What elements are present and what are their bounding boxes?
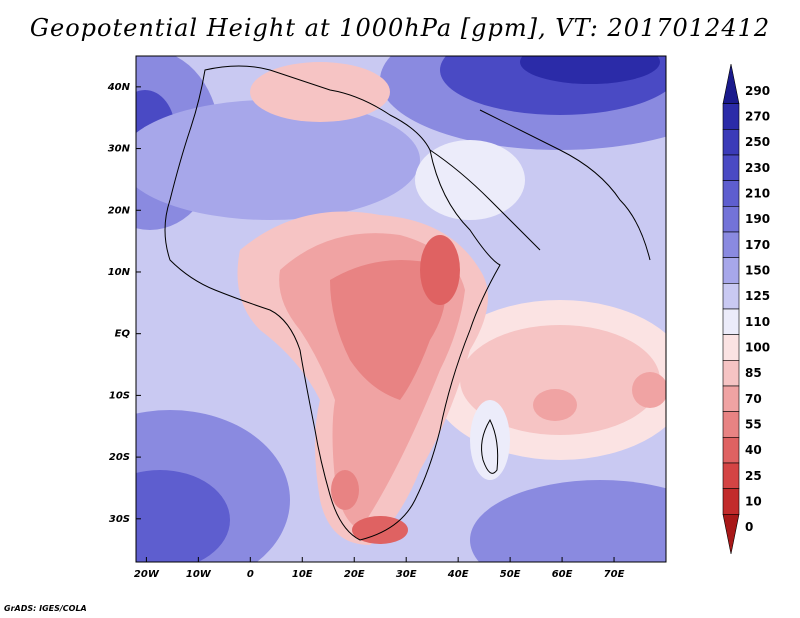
colorbar-label: 150 bbox=[745, 264, 770, 278]
lon-label: 10E bbox=[292, 569, 313, 580]
colorbar-label: 290 bbox=[745, 84, 770, 98]
colorbar-label: 250 bbox=[745, 135, 770, 149]
colorbar-label: 270 bbox=[745, 110, 770, 124]
colorbar-swatch bbox=[722, 231, 740, 258]
colorbar-swatch bbox=[722, 462, 740, 489]
colorbar-swatch bbox=[722, 154, 740, 181]
colorbar-swatch bbox=[722, 334, 740, 361]
colorbar-swatch bbox=[722, 385, 740, 412]
colorbar-swatch bbox=[722, 514, 740, 555]
lat-label: 20S bbox=[109, 452, 130, 463]
colorbar-label: 10 bbox=[745, 495, 762, 509]
lat-label: EQ bbox=[115, 329, 131, 340]
map-title: Geopotential Height at 1000hPa [gpm], VT… bbox=[29, 14, 771, 42]
lon-label: 20W bbox=[134, 569, 160, 580]
lat-label: 30N bbox=[108, 144, 131, 155]
colorbar-label: 25 bbox=[745, 469, 762, 483]
lat-label: 40N bbox=[107, 82, 131, 93]
colorbar-swatch bbox=[722, 411, 740, 438]
colorbar-swatch bbox=[722, 283, 740, 310]
colorbar-swatch bbox=[722, 257, 740, 284]
colorbar-label: 55 bbox=[745, 418, 762, 432]
lat-label: 10N bbox=[108, 267, 131, 278]
colorbar: 2902702502302101901701501251101008570554… bbox=[722, 63, 770, 555]
lat-label: 10S bbox=[109, 390, 130, 401]
lat-label: 20N bbox=[108, 205, 131, 216]
colorbar-swatch bbox=[722, 437, 740, 464]
colorbar-label: 110 bbox=[745, 315, 770, 329]
colorbar-swatch bbox=[722, 308, 740, 335]
colorbar-swatch bbox=[722, 129, 740, 156]
colorbar-label: 40 bbox=[745, 443, 762, 457]
coastlines bbox=[164, 65, 651, 541]
colorbar-label: 210 bbox=[745, 187, 770, 201]
lon-label: 40E bbox=[447, 569, 469, 580]
lon-label: 70E bbox=[604, 569, 625, 580]
colorbar-swatch bbox=[722, 488, 740, 515]
colorbar-label: 0 bbox=[745, 520, 753, 534]
lon-label: 60E bbox=[552, 569, 573, 580]
lon-label: 0 bbox=[247, 569, 254, 580]
lat-label: 30S bbox=[109, 514, 130, 525]
latitude-axis: 40N 30N 20N 10N EQ 10S 20S 30S bbox=[107, 82, 141, 525]
longitude-axis: 20W 10W 0 10E 20E 30E 40E 50E 60E 70E bbox=[134, 557, 625, 580]
grads-credit: GrADS: IGES/COLA bbox=[4, 604, 87, 613]
colorbar-label: 190 bbox=[745, 212, 770, 226]
lon-label: 50E bbox=[500, 569, 521, 580]
map-frame bbox=[135, 55, 667, 563]
colorbar-label: 170 bbox=[745, 238, 770, 252]
colorbar-label: 85 bbox=[745, 366, 762, 380]
colorbar-label: 100 bbox=[745, 341, 770, 355]
colorbar-swatch bbox=[722, 360, 740, 387]
lon-label: 30E bbox=[396, 569, 417, 580]
height-field bbox=[136, 56, 666, 562]
colorbar-swatch bbox=[722, 180, 740, 207]
colorbar-label: 125 bbox=[745, 289, 770, 303]
colorbar-label: 230 bbox=[745, 161, 770, 175]
lon-label: 20E bbox=[344, 569, 365, 580]
colorbar-swatch bbox=[722, 63, 740, 104]
colorbar-swatch bbox=[722, 206, 740, 233]
colorbar-swatch bbox=[722, 103, 740, 130]
lon-label: 10W bbox=[186, 569, 212, 580]
colorbar-label: 70 bbox=[745, 392, 762, 406]
